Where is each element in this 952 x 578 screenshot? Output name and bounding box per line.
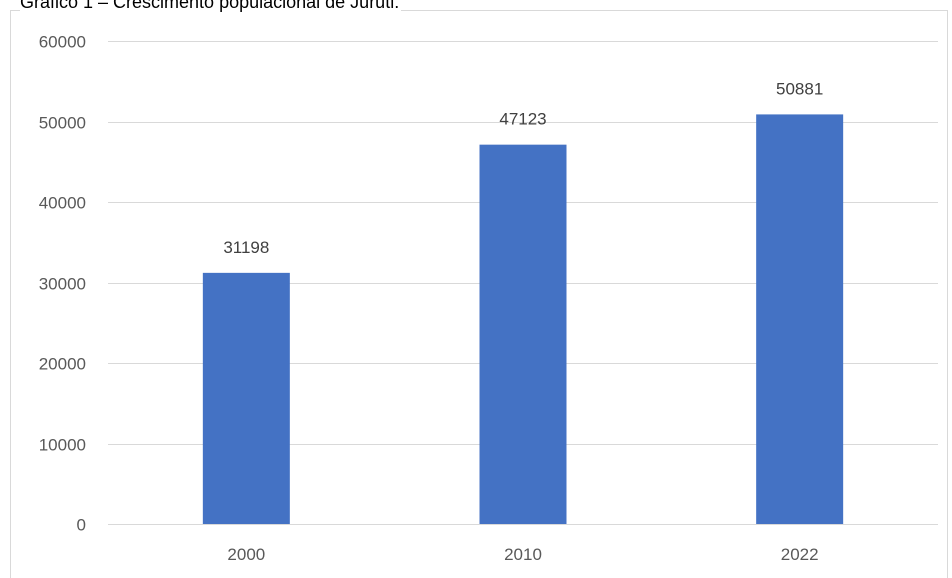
y-tick-label: 20000 bbox=[39, 355, 86, 374]
x-axis-tick-labels: 2000 2010 2022 bbox=[227, 545, 818, 564]
y-tick-label: 0 bbox=[77, 516, 86, 535]
x-tick-label: 2000 bbox=[227, 545, 265, 564]
bar-2022 bbox=[756, 114, 844, 524]
bar-2010 bbox=[479, 144, 567, 524]
data-label: 31198 bbox=[223, 238, 269, 257]
data-labels: 31198 47123 50881 bbox=[223, 79, 823, 256]
y-tick-label: 50000 bbox=[39, 114, 86, 133]
data-label: 50881 bbox=[776, 79, 823, 98]
x-tick-label: 2010 bbox=[504, 545, 542, 564]
y-tick-label: 30000 bbox=[39, 275, 86, 294]
x-tick-label: 2022 bbox=[781, 545, 819, 564]
y-axis-tick-labels: 0 10000 20000 30000 40000 50000 60000 bbox=[39, 33, 86, 535]
y-tick-label: 10000 bbox=[39, 436, 86, 455]
bar-2000 bbox=[202, 272, 290, 524]
y-tick-label: 40000 bbox=[39, 194, 86, 213]
chart-caption: Gráfico 1 – Crescimento populacional de … bbox=[20, 0, 402, 12]
bars bbox=[202, 114, 844, 524]
y-tick-label: 60000 bbox=[39, 33, 86, 52]
data-label: 47123 bbox=[499, 110, 546, 129]
